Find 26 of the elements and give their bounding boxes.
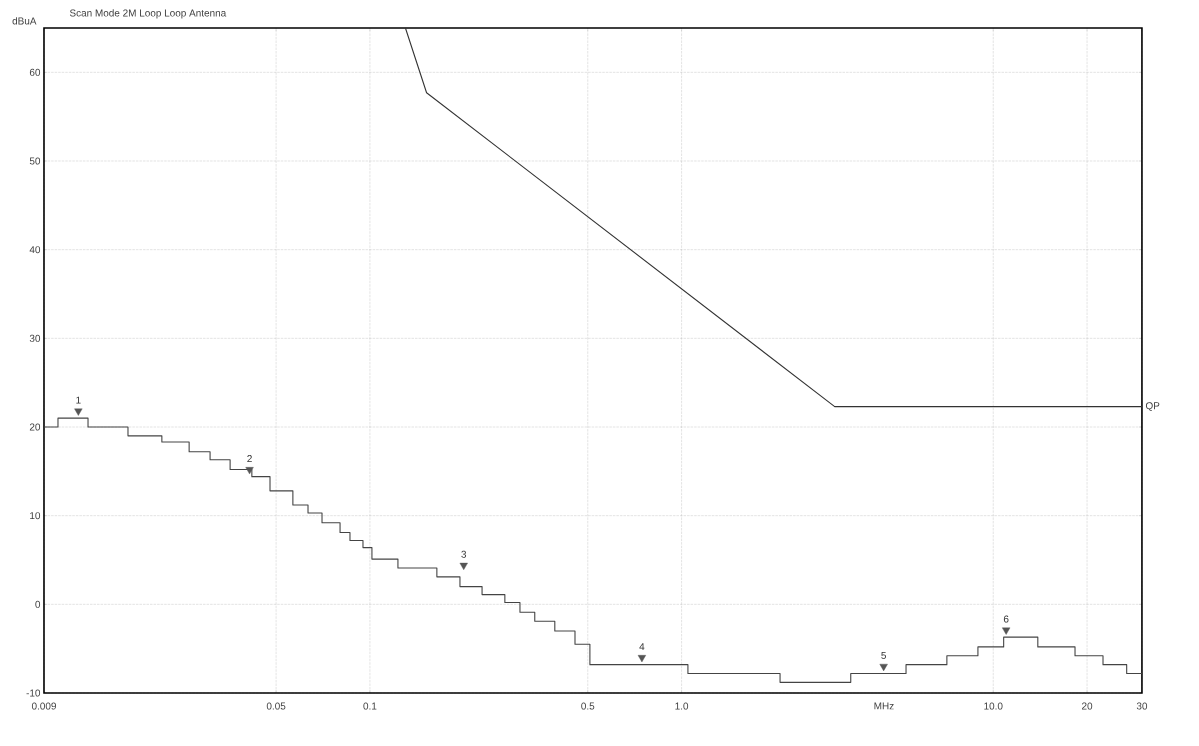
y-tick-label: 40 — [29, 246, 41, 254]
chart-title: Scan Mode 2M Loop Loop Antenna — [69, 9, 227, 19]
y-tick-label: 30 — [29, 334, 41, 342]
y-tick-label: 60 — [29, 68, 41, 76]
annotation: 4 — [639, 643, 645, 651]
x-tick-label: 10.0 — [984, 702, 1003, 710]
y-tick-label: 10 — [30, 512, 41, 520]
x-tick-label: 1.0 — [675, 702, 689, 710]
x-tick-label: 20 — [1082, 702, 1093, 710]
x-axis-title: MHz — [874, 702, 894, 710]
x-tick-label: 0.5 — [581, 702, 595, 710]
x-tick-label: 0.1 — [363, 702, 377, 710]
x-tick-label: 0.009 — [31, 702, 56, 710]
y-axis-title: dBuA — [12, 17, 37, 25]
x-tick-label: 0.05 — [266, 702, 286, 710]
y-tick-label: 50 — [29, 157, 41, 165]
y-tick-label: 20 — [29, 423, 41, 431]
y-tick-label: -10 — [26, 689, 41, 697]
annotation: 2 — [247, 455, 252, 463]
y-tick-label: 0 — [35, 600, 41, 608]
x-tick-label: 30 — [1136, 702, 1148, 710]
annotation: 3 — [461, 550, 467, 558]
annotation: 5 — [881, 651, 886, 659]
series-label: QP — [1145, 402, 1160, 412]
annotation: 1 — [76, 396, 81, 404]
annotation: 6 — [1003, 615, 1009, 623]
